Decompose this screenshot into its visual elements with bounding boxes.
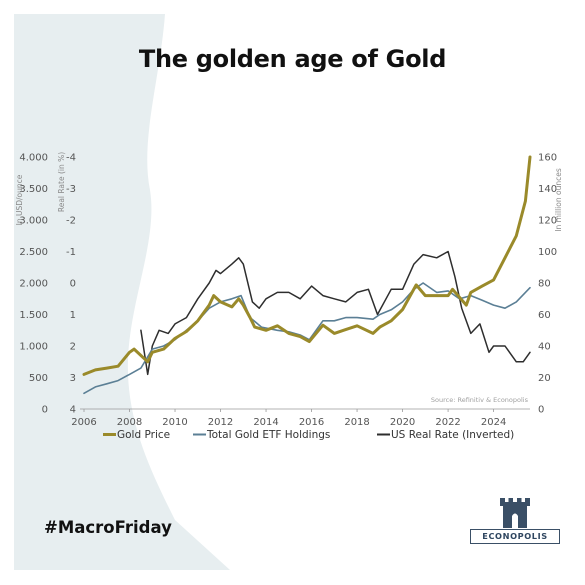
y-right-tick-label: 60 bbox=[538, 310, 551, 321]
y-inner-tick-label: 1 bbox=[70, 310, 76, 321]
y-right-tick-label: 0 bbox=[538, 405, 544, 416]
legend-label-2: Total Gold ETF Holdings bbox=[206, 429, 330, 441]
y-right-tick-label: 160 bbox=[538, 153, 557, 164]
tower-icon bbox=[500, 498, 530, 528]
y-inner-tick-label: -3 bbox=[66, 184, 76, 195]
y-inner-tick-label: 0 bbox=[70, 279, 76, 290]
x-tick-label: 2010 bbox=[162, 417, 187, 428]
us-real-rate-line bbox=[140, 250, 531, 376]
y-inner-tick-label: -2 bbox=[66, 216, 76, 227]
y-left-tick-label: 3.000 bbox=[19, 216, 48, 227]
y-right-tick-label: 140 bbox=[538, 184, 557, 195]
x-tick-label: 2018 bbox=[344, 417, 369, 428]
y-left-tick-label: 0 bbox=[42, 405, 48, 416]
y-inner-tick-label: 3 bbox=[70, 373, 76, 384]
y-right-tick-label: 20 bbox=[538, 373, 551, 384]
x-tick-label: 2024 bbox=[481, 417, 506, 428]
chart-series bbox=[82, 155, 532, 395]
chart-text: 2006 2008 2010 2012 2014 2016 2018 2020 2022 2024… bbox=[15, 152, 563, 441]
y-right-tick-label: 40 bbox=[538, 342, 551, 353]
x-tick-label: 2006 bbox=[71, 417, 96, 428]
gold-etf-holdings-line bbox=[83, 282, 531, 395]
chart-axes bbox=[80, 408, 530, 412]
y-left-tick-label: 2.500 bbox=[19, 247, 48, 258]
legend-label-1: Gold Price bbox=[117, 429, 170, 441]
x-tick-label: 2008 bbox=[117, 417, 142, 428]
y-inner-tick-label: 2 bbox=[70, 342, 76, 353]
y-left-tick-label: 500 bbox=[29, 373, 48, 384]
y-right-axis-title: In million ounces bbox=[554, 168, 563, 232]
chart-source-note: Source: Refinitiv & Econopolis bbox=[431, 396, 529, 404]
econopolis-logo: ECONOPOLIS bbox=[470, 494, 560, 548]
hashtag: #MacroFriday bbox=[44, 518, 172, 537]
x-tick-label: 2016 bbox=[299, 417, 324, 428]
y-inner-tick-label: -1 bbox=[66, 247, 76, 258]
legend-label-3: US Real Rate (Inverted) bbox=[391, 429, 514, 441]
y-left-tick-label: 1.500 bbox=[19, 310, 48, 321]
y-right-tick-label: 100 bbox=[538, 247, 557, 258]
x-tick-label: 2020 bbox=[390, 417, 415, 428]
page-title: The golden age of Gold bbox=[138, 45, 447, 73]
y-right-tick-label: 120 bbox=[538, 216, 557, 227]
y-left-axis-title: In USD/ounce bbox=[15, 174, 24, 225]
y-left-tick-label: 4.000 bbox=[19, 153, 48, 164]
y-inner-tick-label: -4 bbox=[66, 153, 76, 164]
y-left-tick-label: 3.500 bbox=[19, 184, 48, 195]
background-shape-fill bbox=[14, 14, 230, 570]
gold-price-line bbox=[82, 155, 532, 376]
y-left-tick-label: 2.000 bbox=[19, 279, 48, 290]
logo-text: ECONOPOLIS bbox=[470, 529, 560, 544]
y-right-tick-label: 80 bbox=[538, 279, 551, 290]
y-inner-tick-label: 4 bbox=[70, 405, 76, 416]
x-tick-label: 2022 bbox=[435, 417, 460, 428]
y-left-tick-label: 1.000 bbox=[19, 342, 48, 353]
y-inner-axis-title: Real Rate (in %) bbox=[57, 152, 66, 212]
x-tick-label: 2014 bbox=[253, 417, 278, 428]
x-tick-label: 2012 bbox=[208, 417, 233, 428]
